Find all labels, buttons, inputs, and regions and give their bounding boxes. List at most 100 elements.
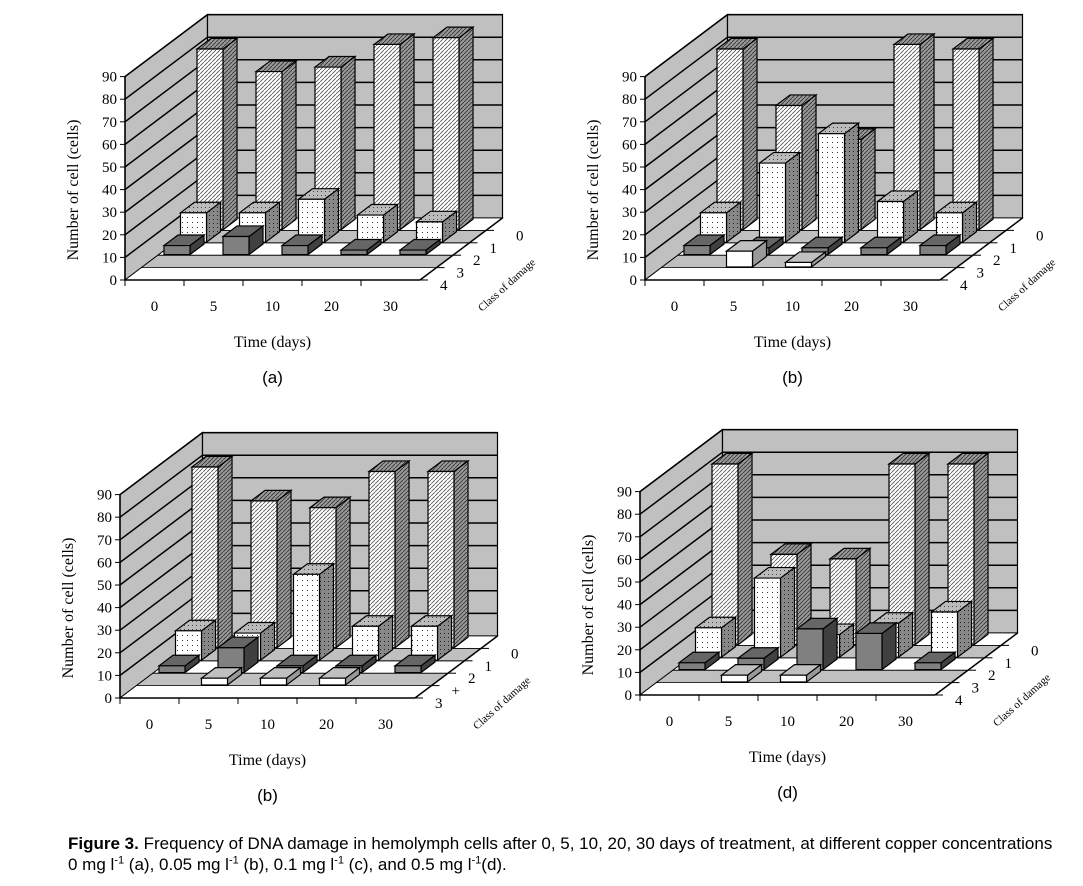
sup: -1	[334, 854, 344, 867]
bar-front	[919, 244, 947, 256]
x-tick-label: 5	[205, 717, 213, 733]
x-tick-label: 30	[378, 717, 393, 733]
bar-class-1-day-10	[296, 187, 341, 244]
bar-front	[694, 627, 723, 658]
bar-class-1-day-5	[752, 566, 797, 659]
bar-class-1-day-30	[409, 614, 454, 662]
gridline	[119, 545, 203, 609]
gridline	[644, 36, 728, 100]
y-axis-title: Number of cell (cells)	[580, 535, 597, 676]
bar-front	[415, 221, 444, 243]
y-tick-label: 30	[622, 205, 637, 221]
y-tick-label: 60	[622, 137, 637, 153]
bar-front	[158, 665, 186, 674]
bar-front	[893, 43, 921, 231]
class-label: 4	[960, 278, 968, 294]
bar-side	[394, 459, 410, 649]
bar-class-2-day-20	[859, 236, 903, 256]
bar-side	[318, 562, 335, 662]
y-tick-label: 30	[102, 205, 117, 221]
panel-label: (b)	[257, 786, 278, 805]
bar-class-1-day-10	[291, 562, 336, 662]
bar-front	[930, 611, 959, 658]
class-label: 2	[993, 253, 1001, 269]
y-tick-label: 0	[110, 273, 118, 289]
caption-label: Figure 3.	[68, 834, 139, 853]
bar-class-2-day-10	[800, 236, 844, 256]
y-tick-label: 80	[617, 507, 632, 523]
class-label: 2	[468, 671, 476, 687]
sup: -1	[228, 854, 239, 867]
bar-class-1-day-0	[173, 619, 218, 662]
bar-front	[163, 244, 191, 256]
y-tick-label: 70	[97, 533, 112, 549]
sup: -1	[114, 854, 125, 867]
floor-stripe	[123, 267, 438, 281]
y-tick-label: 30	[617, 620, 632, 636]
x-tick-label: 0	[146, 717, 154, 733]
bar-class-0-day-30	[426, 459, 470, 649]
bar-class-1-day-20	[875, 189, 920, 244]
y-tick-label: 90	[622, 70, 637, 86]
bar-class-2-day-0	[157, 654, 201, 674]
bar-class-2-day-20	[339, 238, 383, 256]
y-tick-label: 10	[97, 668, 112, 684]
bar-class-0-day-5	[254, 59, 298, 231]
bar-front	[427, 470, 455, 649]
class-label: 0	[511, 646, 519, 662]
bar-class-0-day-30	[951, 37, 995, 231]
bar-side	[919, 32, 935, 231]
y-tick-label: 90	[617, 485, 632, 501]
gridline	[124, 149, 208, 213]
gridline	[644, 59, 728, 123]
x-tick-label: 0	[666, 714, 674, 730]
class-label: 3	[435, 696, 443, 712]
bar-front	[410, 625, 439, 661]
bar-side	[453, 459, 469, 649]
bar-class-2-day-10	[795, 617, 839, 671]
gridline	[644, 172, 728, 236]
y-tick-label: 40	[617, 598, 632, 614]
bar-front	[947, 463, 975, 646]
bar-class-2-day-5	[221, 224, 265, 256]
bar-front	[255, 70, 283, 231]
gridline	[124, 104, 208, 168]
bar-class-3-day-5	[199, 666, 244, 687]
x-tick-label: 0	[151, 299, 159, 315]
chart-a: 0 10 20 30 40 50 60 70 80 90 0 5 10 20 30 0 1 2 3 4 Class of…	[60, 10, 560, 390]
gridline	[639, 542, 723, 606]
x-tick-label: 20	[324, 299, 339, 315]
bar-side	[737, 452, 753, 646]
bar-front	[716, 48, 744, 231]
bar-front	[784, 261, 813, 268]
gridline	[124, 14, 208, 78]
bar-class-0-day-0	[190, 455, 234, 649]
y-tick-label: 40	[622, 183, 637, 199]
bar-class-2-day-5	[216, 635, 260, 674]
bar-front	[259, 677, 288, 686]
y-tick-label: 0	[105, 691, 113, 707]
y-tick-label: 10	[617, 665, 632, 681]
bar-front	[855, 632, 883, 671]
gridline	[124, 81, 208, 145]
bar-class-1-day-20	[350, 614, 395, 662]
bar-front	[200, 677, 229, 686]
bar-side	[399, 32, 415, 231]
x-axis-title: Time (days)	[234, 334, 311, 351]
bar-side	[860, 127, 876, 231]
gridline	[644, 81, 728, 145]
z-axis-title: Class of damage	[476, 257, 538, 315]
chart-d: 0 10 20 30 40 50 60 70 80 90 0 5 10 20 30 0 1 2 3 4 Class of…	[575, 425, 1075, 805]
x-tick-label: 30	[903, 299, 918, 315]
bar-class-0-day-30	[946, 452, 990, 646]
floor-stripe	[140, 254, 455, 269]
bar-class-1-day-30	[929, 600, 974, 659]
bar-class-2-day-20	[854, 621, 898, 671]
bar-front	[373, 43, 401, 231]
bar-front	[888, 463, 916, 646]
gridline	[124, 172, 208, 236]
gridline	[639, 429, 723, 493]
y-axis-title: Number of cell (cells)	[60, 538, 77, 679]
panel-label: (b)	[782, 368, 803, 387]
